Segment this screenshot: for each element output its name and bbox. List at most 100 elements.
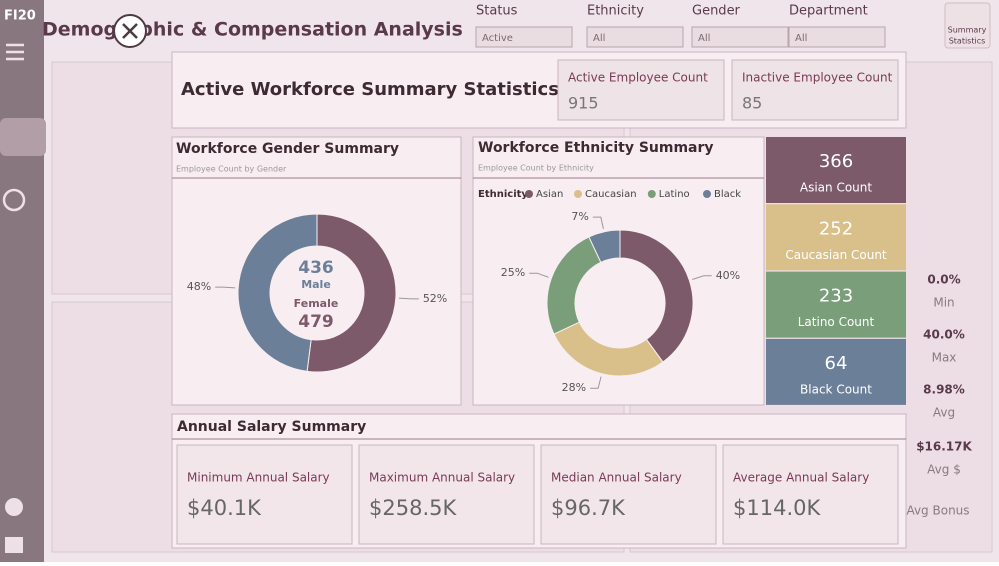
salary-label: Median Annual Salary xyxy=(551,471,682,485)
panel-subtitle: Employee Count by Ethnicity xyxy=(478,164,594,173)
filter-dropdown[interactable] xyxy=(788,26,886,48)
panel-title: Annual Salary Summary xyxy=(177,419,366,435)
history-icon[interactable] xyxy=(2,188,26,212)
count-value: 64 xyxy=(825,353,848,374)
export-icon[interactable] xyxy=(5,537,23,553)
modal-title: Active Workforce Summary Statistics xyxy=(181,79,559,100)
legend-swatch xyxy=(525,190,533,198)
stat-label: Avg Bonus xyxy=(906,504,969,518)
filter-label: Department xyxy=(789,4,868,19)
data-label: 25% xyxy=(501,266,525,279)
kpi-card xyxy=(557,59,725,121)
stat-value: 40.0% xyxy=(923,328,965,342)
salary-value: $96.7K xyxy=(551,496,626,520)
leader-line xyxy=(215,286,236,289)
count-card xyxy=(766,137,906,203)
center-count: 479 xyxy=(298,312,334,332)
salary-value: $258.5K xyxy=(369,496,457,520)
leader-line xyxy=(398,297,419,300)
close-button[interactable] xyxy=(113,14,147,48)
legend-entry: Black xyxy=(714,189,741,200)
stat-label: Min xyxy=(933,296,954,310)
data-label: 7% xyxy=(571,210,588,223)
data-label: 52% xyxy=(423,292,447,305)
center-count: 436 xyxy=(298,258,334,278)
legend-entry: Latino xyxy=(659,189,690,200)
people-icon-button[interactable] xyxy=(0,118,46,156)
salary-card xyxy=(176,444,353,545)
salary-card xyxy=(358,444,535,545)
panel-title: Workforce Ethnicity Summary xyxy=(478,140,714,156)
kpi-card xyxy=(731,59,899,121)
stat-value: 0.0% xyxy=(927,273,960,287)
kpi-label: Active Employee Count xyxy=(568,71,708,85)
button-label: Summary xyxy=(948,26,987,35)
kpi-label: Inactive Employee Count xyxy=(742,71,893,85)
salary-label: Minimum Annual Salary xyxy=(187,471,330,485)
page-title: Demographic & Compensation Analysis xyxy=(42,19,463,41)
count-label: Black Count xyxy=(800,382,872,396)
stat-label: Avg $ xyxy=(927,463,961,477)
count-label: Latino Count xyxy=(798,315,875,329)
salary-label: Maximum Annual Salary xyxy=(369,471,515,485)
legend-swatch xyxy=(703,190,711,198)
salary-label: Average Annual Salary xyxy=(733,471,869,485)
legend-title: Ethnicity xyxy=(478,189,528,200)
count-value: 366 xyxy=(819,151,853,172)
donut-segment xyxy=(588,229,621,263)
center-label: Female xyxy=(294,297,339,310)
legend-entry: Caucasian xyxy=(585,189,637,200)
legend-entry: Asian xyxy=(536,189,563,200)
button-label: Statistics xyxy=(949,37,986,46)
count-label: Asian Count xyxy=(800,181,873,195)
donut-segment xyxy=(306,213,397,373)
kpi-value: 915 xyxy=(568,94,599,113)
leader-line xyxy=(590,376,602,389)
salary-card xyxy=(722,444,899,545)
sidebar xyxy=(0,0,44,562)
salary-card xyxy=(540,444,717,545)
summary-statistics-button[interactable] xyxy=(944,2,991,49)
filter-dropdown[interactable] xyxy=(586,26,684,48)
count-label: Caucasian Count xyxy=(785,248,887,262)
legend-swatch xyxy=(647,190,656,198)
stat-value: $16.17K xyxy=(916,440,972,454)
filter-value: All xyxy=(698,33,710,44)
filter-label: Ethnicity xyxy=(587,4,644,19)
filter-dropdown[interactable] xyxy=(691,26,789,48)
count-card xyxy=(766,338,906,405)
legend-swatch xyxy=(574,190,582,198)
count-card xyxy=(766,204,906,271)
data-label: 40% xyxy=(716,269,740,282)
panel-title: Workforce Gender Summary xyxy=(176,141,399,157)
count-value: 252 xyxy=(819,218,853,239)
stat-value: 8.98% xyxy=(923,383,965,397)
stat-label: Avg xyxy=(933,406,955,420)
filter-dropdown[interactable] xyxy=(475,26,573,48)
count-card xyxy=(766,271,906,338)
panel-subtitle: Employee Count by Gender xyxy=(176,165,287,174)
logo: FI20 xyxy=(4,9,36,24)
data-label: 28% xyxy=(562,381,586,394)
salary-value: $40.1K xyxy=(187,496,262,520)
filter-value: Active xyxy=(482,33,513,44)
donut-segment xyxy=(619,229,694,363)
data-label: 48% xyxy=(187,280,211,293)
donut-segment xyxy=(237,213,318,372)
stat-label: Max xyxy=(932,351,957,365)
leader-line xyxy=(692,275,712,280)
menu-icon[interactable] xyxy=(6,43,24,61)
filter-value: All xyxy=(593,33,605,44)
filter-label: Status xyxy=(476,4,518,19)
leader-line xyxy=(592,216,604,229)
filter-value: All xyxy=(795,33,807,44)
salary-value: $114.0K xyxy=(733,496,821,520)
center-label: Male xyxy=(301,278,331,291)
count-value: 233 xyxy=(819,286,853,307)
kpi-value: 85 xyxy=(742,94,762,113)
help-icon[interactable] xyxy=(5,498,23,516)
leader-line xyxy=(529,272,549,278)
filter-label: Gender xyxy=(692,4,741,19)
